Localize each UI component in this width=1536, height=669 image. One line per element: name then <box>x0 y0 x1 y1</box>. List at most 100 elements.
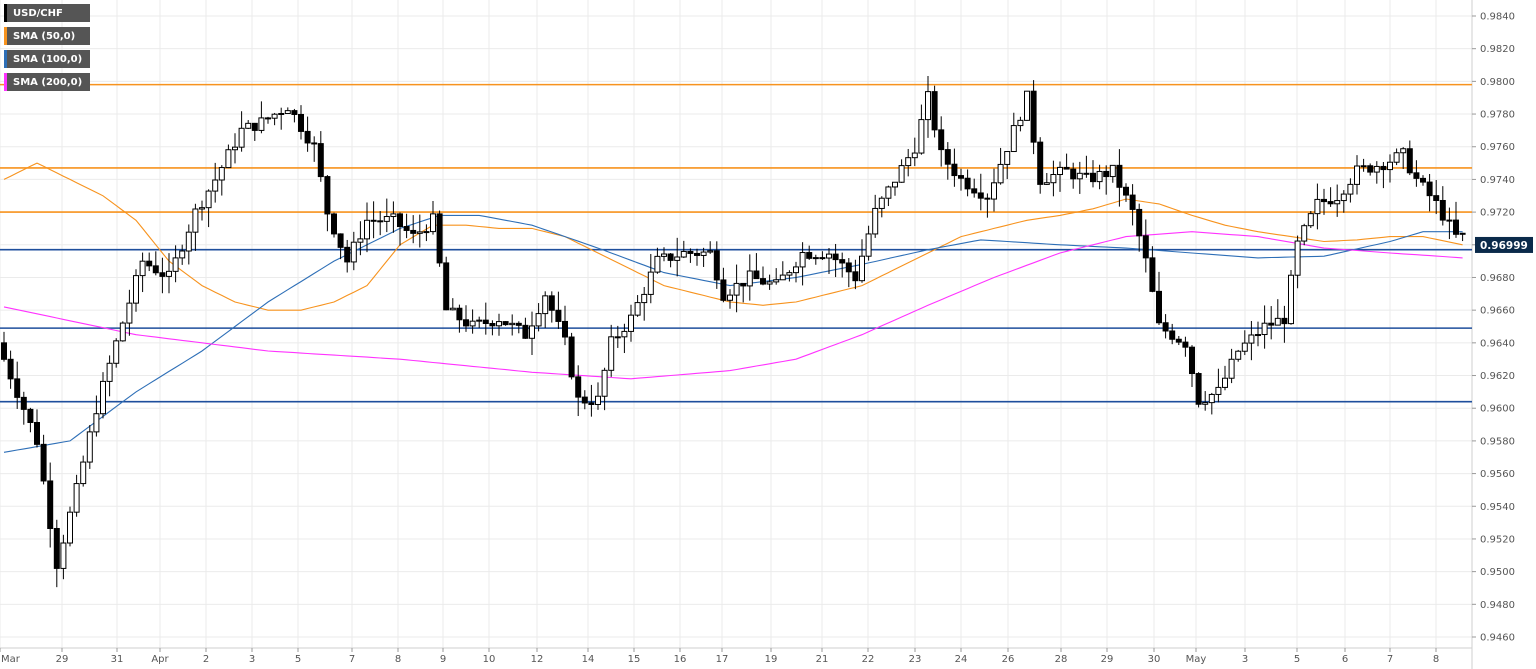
candle-body <box>898 165 905 183</box>
time-tick-label: 5 <box>1294 654 1300 665</box>
candle-body <box>166 270 172 277</box>
legend-label-sma100: SMA (100,0) <box>13 53 83 65</box>
legend-swatch-sma50 <box>4 27 7 45</box>
sma-100-line <box>3 214 1463 453</box>
legend-item-sma50[interactable]: SMA (50,0) <box>4 27 91 45</box>
candle-body <box>1123 186 1129 196</box>
candle-body <box>1446 219 1453 222</box>
candle-body <box>443 262 450 311</box>
time-tick-label: 29 <box>56 654 69 665</box>
legend-swatch-symbol <box>4 4 7 22</box>
candle-body <box>707 250 714 253</box>
candle-body <box>205 190 212 209</box>
candle-body <box>1010 125 1017 153</box>
candle-body <box>614 336 621 339</box>
candle-body <box>944 149 951 165</box>
candle-body <box>911 152 918 159</box>
candle-body <box>905 157 912 167</box>
candle-body <box>793 266 799 274</box>
candle-body <box>812 257 819 260</box>
legend-item-sma200[interactable]: SMA (200,0) <box>4 73 91 91</box>
time-axis: Mar 29 31 Apr 2 3 5 7 8 9 10 12 14 15 16 17 19 21 22 23 24 26… <box>0 648 1439 665</box>
candle-body <box>370 219 377 222</box>
candle-body <box>826 253 832 259</box>
candle-body <box>1222 377 1228 388</box>
candle-body <box>53 527 60 569</box>
candle-body <box>192 208 199 233</box>
candle-body <box>727 294 733 301</box>
time-tick-label: 7 <box>349 654 355 665</box>
candle-body <box>317 143 324 178</box>
time-tick-label: 16 <box>674 654 687 665</box>
sma-200-line <box>3 231 1463 380</box>
price-tick-label: 0.9460 <box>1480 633 1515 644</box>
candle-body <box>515 322 522 326</box>
moving-averages <box>3 162 1463 453</box>
candle-body <box>86 431 93 463</box>
legend-label-sma200: SMA (200,0) <box>13 76 83 88</box>
time-tick-label: 24 <box>955 654 968 665</box>
current-price-tag: 0.96999 <box>1475 236 1533 253</box>
candle-body <box>449 307 456 311</box>
candle-body <box>1228 358 1235 379</box>
candle-body <box>1373 165 1380 173</box>
candle-body <box>1314 198 1321 215</box>
candle-body <box>641 293 648 304</box>
candle-body <box>628 314 634 332</box>
candle-body <box>390 213 397 218</box>
candle-body <box>1116 164 1123 188</box>
candle-body <box>271 113 278 119</box>
time-tick-label: 30 <box>1148 654 1161 665</box>
time-tick-label: 12 <box>531 654 544 665</box>
candle-body <box>1274 317 1281 326</box>
candle-body <box>1057 166 1063 176</box>
candle-body <box>377 220 384 223</box>
candle-body <box>977 192 984 199</box>
legend: USD/CHF SMA (50,0) SMA (100,0) SMA (200,… <box>4 4 91 91</box>
candles <box>1 75 1466 588</box>
price-tick-label: 0.9500 <box>1480 567 1515 578</box>
candle-body <box>139 260 146 277</box>
candle-body <box>786 272 793 276</box>
candle-body <box>47 480 54 529</box>
candle-body <box>588 402 595 405</box>
candle-body <box>93 413 100 433</box>
candle-body <box>251 122 258 131</box>
candle-body <box>423 231 430 234</box>
candle-body <box>1162 322 1169 332</box>
candle-body <box>27 408 34 423</box>
legend-item-sma100[interactable]: SMA (100,0) <box>4 50 91 68</box>
candle-body <box>311 142 318 145</box>
time-tick-label: 15 <box>628 654 641 665</box>
candle-body <box>522 324 529 339</box>
time-tick-label: 29 <box>1101 654 1114 665</box>
candle-body <box>1208 393 1215 404</box>
price-tick-label: 0.9640 <box>1480 338 1515 349</box>
candle-body <box>1083 172 1090 175</box>
time-tick-label: 8 <box>1433 654 1439 665</box>
candle-body <box>555 309 562 322</box>
candle-body <box>410 229 417 234</box>
legend-item-symbol[interactable]: USD/CHF <box>4 4 91 22</box>
candle-body <box>456 307 463 321</box>
candle-body <box>1294 240 1301 276</box>
candle-body <box>845 262 852 273</box>
candle-body <box>1380 165 1387 171</box>
candle-body <box>1334 200 1341 205</box>
candle-body <box>1406 148 1413 174</box>
candle-body <box>991 182 997 200</box>
candle-body <box>476 319 483 322</box>
price-tick-label: 0.9680 <box>1480 273 1515 284</box>
candle-body <box>1288 274 1294 325</box>
time-tick-label: 19 <box>765 654 778 665</box>
price-tick-label: 0.9600 <box>1480 404 1515 415</box>
candle-body <box>766 281 773 285</box>
candle-body <box>1063 166 1070 170</box>
time-tick-label: 9 <box>440 654 446 665</box>
candle-body <box>1070 168 1077 180</box>
candle-body <box>971 188 978 194</box>
candle-body <box>931 91 938 131</box>
time-tick-label: 10 <box>483 654 496 665</box>
candle-body <box>225 149 232 169</box>
